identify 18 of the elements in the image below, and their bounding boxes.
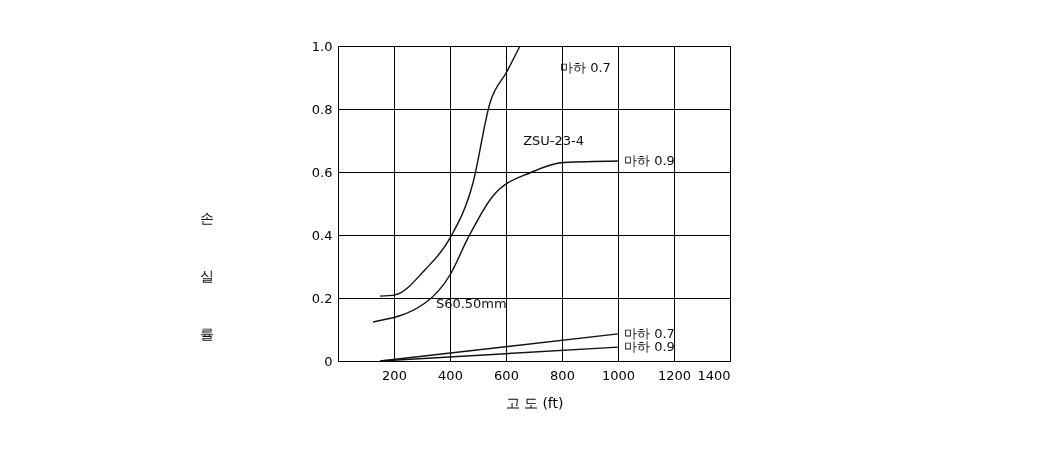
y-tick-label: 0 (324, 353, 333, 369)
x-tick-label: 1000 (601, 367, 636, 383)
y-tick-label: 0.6 (311, 164, 333, 180)
y-tick-label: 1.0 (311, 38, 333, 54)
x-tick-label: 1200 (657, 367, 692, 383)
series-label: 마하 0.9 (624, 339, 675, 355)
x-tick-label: 600 (494, 367, 519, 383)
y-tick-label: 0.2 (311, 290, 333, 306)
y-tick-label: 0.4 (311, 227, 333, 243)
x-tick-label: 1400 (697, 367, 731, 383)
series-label: 마하 0.9 (624, 152, 675, 168)
series-label: 마하 0.7 (624, 325, 675, 341)
x-tick-label: 200 (382, 367, 407, 383)
y-tick-label: 0.8 (311, 101, 333, 117)
x-tick-label: 400 (438, 367, 463, 383)
x-tick-label: 800 (550, 367, 575, 383)
text: 손 실 률 (200, 210, 214, 343)
x-axis-title: 고 도 (ft) (505, 394, 564, 411)
